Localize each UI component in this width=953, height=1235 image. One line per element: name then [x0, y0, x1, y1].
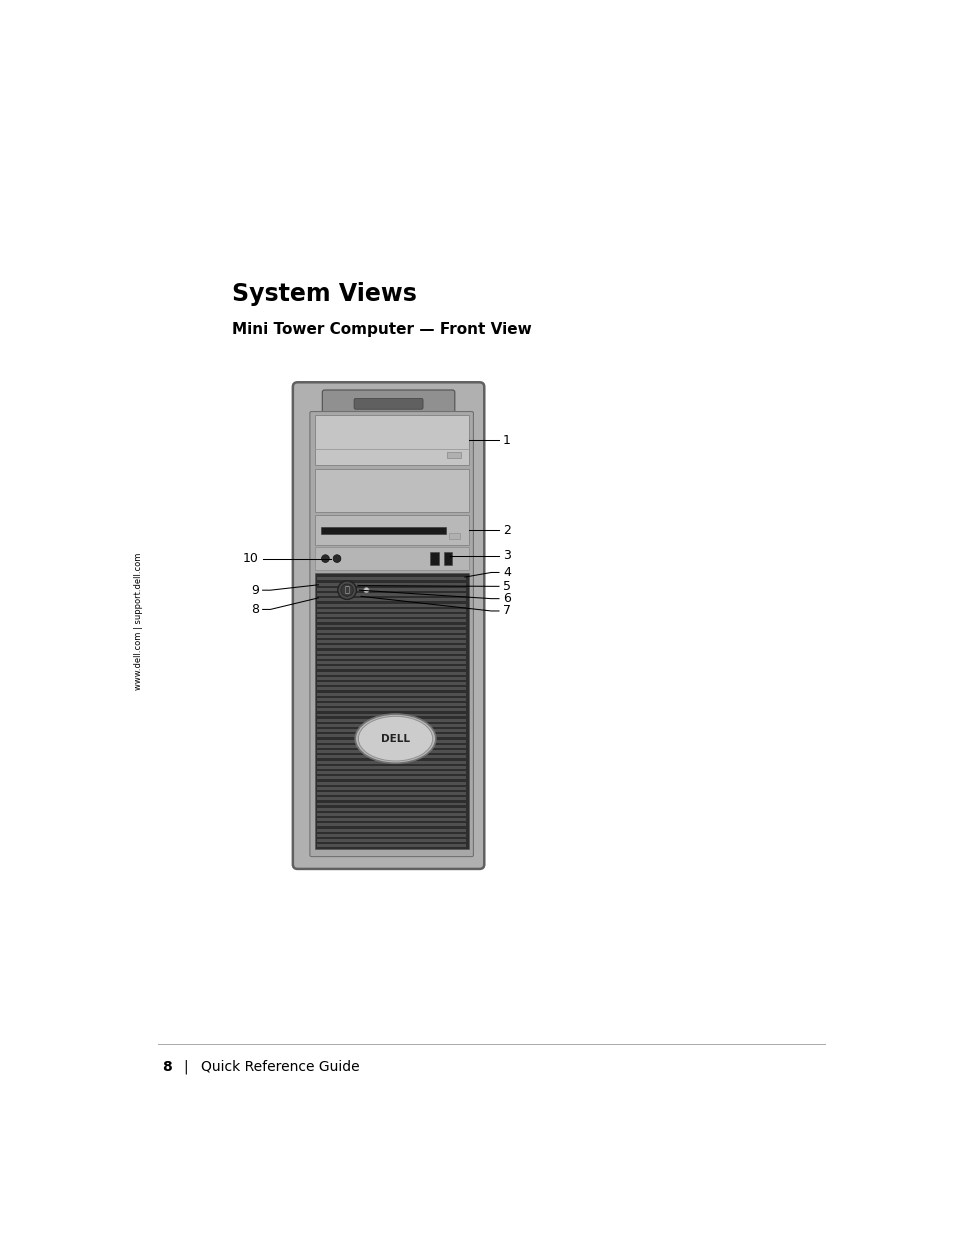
FancyBboxPatch shape	[293, 383, 484, 869]
Bar	[447, 452, 460, 458]
Bar	[316, 667, 466, 669]
Bar	[316, 693, 466, 695]
Bar	[316, 609, 466, 611]
Bar	[316, 756, 466, 758]
Text: System Views: System Views	[232, 283, 416, 306]
Bar	[316, 798, 466, 800]
Bar	[316, 619, 466, 622]
Text: 6: 6	[502, 592, 510, 605]
Bar	[316, 583, 466, 585]
Bar	[316, 829, 466, 831]
Circle shape	[363, 588, 369, 593]
Text: 1: 1	[502, 433, 510, 447]
Bar	[316, 803, 466, 805]
Bar	[316, 719, 466, 721]
Bar	[316, 614, 466, 618]
Bar	[316, 656, 466, 658]
Bar	[316, 729, 466, 732]
Bar	[316, 688, 466, 690]
Text: 10: 10	[243, 552, 258, 566]
Text: 5: 5	[502, 579, 511, 593]
Bar	[448, 534, 459, 538]
Text: Mini Tower Computer — Front View: Mini Tower Computer — Front View	[232, 321, 531, 337]
Bar	[316, 735, 466, 737]
Bar	[316, 808, 466, 810]
FancyBboxPatch shape	[310, 411, 473, 857]
Bar	[316, 782, 466, 784]
Circle shape	[333, 555, 340, 562]
Bar	[316, 845, 466, 847]
Bar	[316, 703, 466, 706]
Bar	[316, 724, 466, 727]
Bar	[316, 698, 466, 700]
Text: 8: 8	[251, 603, 258, 616]
Bar	[316, 598, 466, 601]
Bar	[316, 714, 466, 716]
Text: www.dell.com | support.dell.com: www.dell.com | support.dell.com	[134, 553, 143, 690]
Bar	[316, 646, 466, 648]
Bar	[314, 573, 468, 848]
Bar	[316, 630, 466, 632]
Circle shape	[340, 584, 353, 597]
Bar	[314, 469, 468, 511]
Bar	[443, 552, 452, 564]
Text: 3: 3	[502, 550, 510, 562]
Text: |: |	[183, 1060, 187, 1074]
Bar	[316, 745, 466, 748]
Circle shape	[337, 580, 356, 599]
Bar	[316, 824, 466, 826]
Bar	[430, 552, 438, 564]
Bar	[316, 625, 466, 627]
Text: ⏻: ⏻	[344, 585, 349, 595]
Bar	[316, 651, 466, 653]
Bar	[316, 840, 466, 842]
Bar	[316, 813, 466, 816]
Bar	[316, 740, 466, 742]
Text: DELL: DELL	[380, 734, 410, 743]
Text: 9: 9	[251, 584, 258, 597]
Bar	[316, 593, 466, 597]
Bar	[316, 682, 466, 685]
Bar	[316, 578, 466, 580]
Bar	[314, 515, 468, 545]
Bar	[316, 834, 466, 837]
Bar	[316, 661, 466, 664]
Text: Quick Reference Guide: Quick Reference Guide	[200, 1060, 359, 1073]
Bar	[316, 792, 466, 795]
Bar	[314, 415, 468, 466]
Bar	[316, 771, 466, 774]
Circle shape	[321, 555, 329, 562]
Bar	[316, 777, 466, 779]
Bar	[316, 604, 466, 606]
Bar	[316, 750, 466, 753]
Bar	[316, 588, 466, 590]
Bar	[316, 677, 466, 679]
Bar	[316, 766, 466, 769]
Text: 4: 4	[502, 566, 510, 579]
Bar	[320, 527, 446, 534]
Bar	[316, 819, 466, 821]
FancyBboxPatch shape	[354, 399, 422, 409]
Bar	[316, 635, 466, 638]
Bar	[316, 709, 466, 711]
Bar	[316, 787, 466, 789]
Ellipse shape	[355, 714, 436, 763]
FancyBboxPatch shape	[322, 390, 455, 414]
Text: 7: 7	[502, 604, 511, 618]
Bar	[316, 672, 466, 674]
Ellipse shape	[358, 716, 433, 761]
Bar	[316, 761, 466, 763]
Bar	[316, 640, 466, 643]
Text: 2: 2	[502, 524, 510, 537]
Text: 8: 8	[162, 1060, 172, 1073]
Bar	[314, 547, 468, 571]
